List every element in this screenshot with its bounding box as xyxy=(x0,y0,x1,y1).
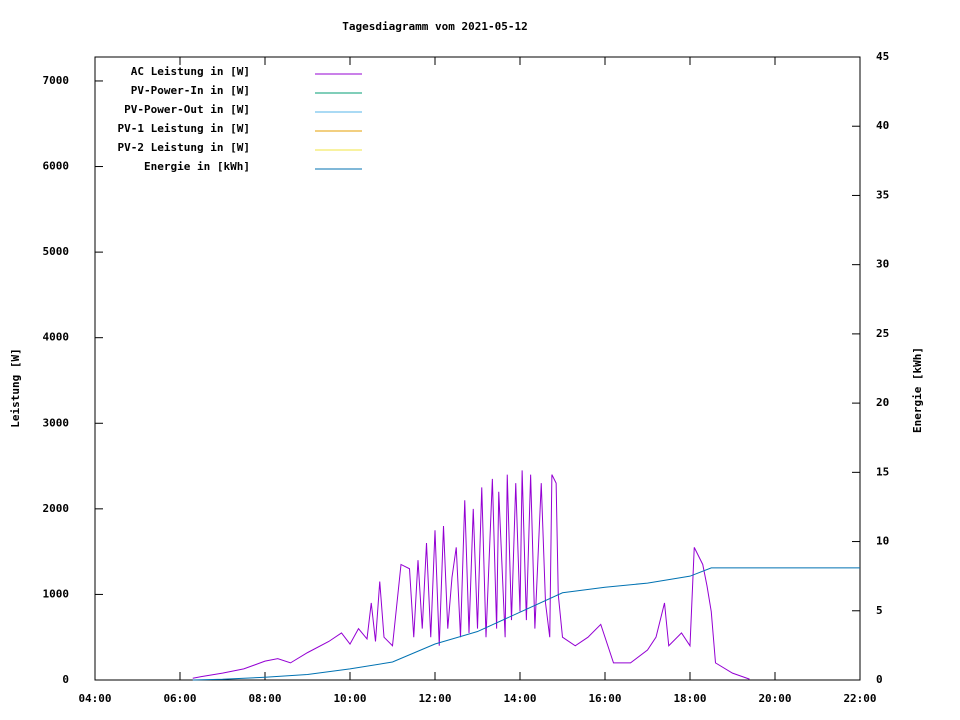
y-tick-label: 5000 xyxy=(43,245,70,258)
y-tick-label: 3000 xyxy=(43,416,70,429)
y2-tick-label: 40 xyxy=(876,119,889,132)
x-tick-label: 14:00 xyxy=(503,692,536,705)
legend-label: AC Leistung in [W] xyxy=(131,65,250,78)
legend-label: PV-1 Leistung in [W] xyxy=(118,122,250,135)
x-tick-label: 20:00 xyxy=(758,692,791,705)
x-tick-label: 12:00 xyxy=(418,692,451,705)
x-tick-label: 22:00 xyxy=(843,692,876,705)
y2-tick-label: 30 xyxy=(876,258,889,271)
legend-label: PV-2 Leistung in [W] xyxy=(118,141,250,154)
y-tick-label: 7000 xyxy=(43,74,70,87)
series-line xyxy=(192,567,860,681)
y-tick-label: 6000 xyxy=(43,160,70,173)
y2-axis-label: Energie [kWh] xyxy=(911,347,924,433)
plot-frame xyxy=(94,56,861,681)
x-tick-label: 06:00 xyxy=(163,692,196,705)
y2-tick-label: 20 xyxy=(876,396,889,409)
x-tick-label: 10:00 xyxy=(333,692,366,705)
y2-tick-label: 0 xyxy=(876,673,883,686)
y2-tick-label: 10 xyxy=(876,535,889,548)
y2-tick-label: 15 xyxy=(876,465,889,478)
x-tick-label: 18:00 xyxy=(673,692,706,705)
legend-label: PV-Power-In in [W] xyxy=(131,84,250,97)
y2-tick-label: 45 xyxy=(876,50,889,63)
series-line xyxy=(192,470,750,680)
y2-tick-label: 35 xyxy=(876,188,889,201)
legend-label: Energie in [kWh] xyxy=(144,160,250,173)
x-tick-label: 08:00 xyxy=(248,692,281,705)
y-tick-label: 4000 xyxy=(43,331,70,344)
y2-tick-label: 5 xyxy=(876,604,883,617)
chart-title: Tagesdiagramm vom 2021-05-12 xyxy=(342,20,527,33)
y-tick-label: 2000 xyxy=(43,502,70,515)
y-tick-label: 0 xyxy=(62,673,69,686)
y2-tick-label: 25 xyxy=(876,327,889,340)
y-axis-label: Leistung [W] xyxy=(9,348,22,427)
y-tick-label: 1000 xyxy=(43,587,70,600)
x-tick-label: 04:00 xyxy=(78,692,111,705)
x-tick-label: 16:00 xyxy=(588,692,621,705)
legend-label: PV-Power-Out in [W] xyxy=(124,103,250,116)
